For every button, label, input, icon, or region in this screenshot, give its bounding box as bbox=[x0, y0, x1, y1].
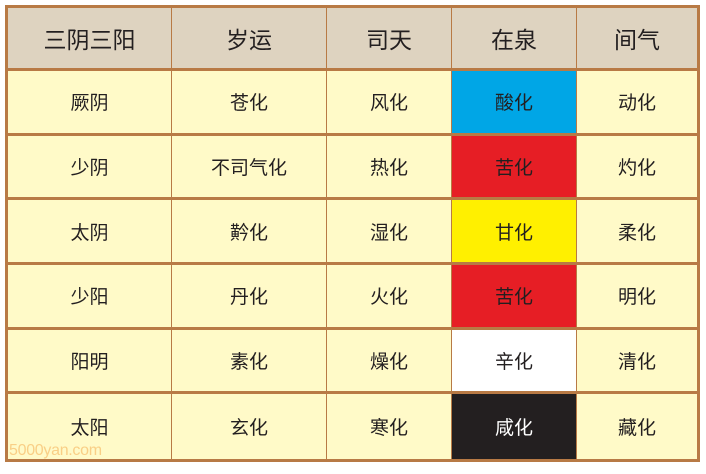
header-sitian: 司天 bbox=[327, 8, 452, 71]
cell-jianqi: 动化 bbox=[577, 71, 697, 136]
cell-zaiquan: 辛化 bbox=[452, 329, 577, 395]
cell-suiyun: 丹化 bbox=[172, 264, 327, 330]
cell-yinyang: 少阳 bbox=[8, 264, 172, 330]
header-jianqi: 间气 bbox=[577, 8, 697, 71]
cell-sitian: 湿化 bbox=[327, 200, 452, 265]
cell-yinyang: 阳明 bbox=[8, 329, 172, 395]
cell-jianqi: 灼化 bbox=[577, 135, 697, 201]
cell-zaiquan: 苦化 bbox=[452, 135, 577, 201]
header-suiyun: 岁运 bbox=[172, 8, 327, 71]
cell-sitian: 燥化 bbox=[327, 329, 452, 395]
cell-jianqi: 清化 bbox=[577, 329, 697, 395]
cell-zaiquan: 苦化 bbox=[452, 264, 577, 330]
cell-jianqi: 藏化 bbox=[577, 394, 697, 459]
cell-sitian: 风化 bbox=[327, 71, 452, 136]
cell-jianqi: 明化 bbox=[577, 264, 697, 330]
cell-sitian: 热化 bbox=[327, 135, 452, 201]
cell-yinyang: 太阳 bbox=[8, 394, 172, 459]
cell-zaiquan: 酸化 bbox=[452, 71, 577, 136]
cell-suiyun: 玄化 bbox=[172, 394, 327, 459]
header-yinyang: 三阴三阳 bbox=[8, 8, 172, 71]
header-zaiquan: 在泉 bbox=[452, 8, 577, 71]
cell-yinyang: 少阴 bbox=[8, 135, 172, 201]
cell-suiyun: 苍化 bbox=[172, 71, 327, 136]
five-movements-table: 三阴三阳 岁运 司天 在泉 间气厥阴 苍化 风化 酸化 动化少阴 不司气化 热化 苦化 灼化太阴 黅化 湿化… bbox=[5, 5, 700, 462]
cell-suiyun: 黅化 bbox=[172, 200, 327, 265]
cell-jianqi: 柔化 bbox=[577, 200, 697, 265]
watermark: 5000yan.com bbox=[9, 442, 102, 459]
cell-zaiquan: 咸化 bbox=[452, 394, 577, 459]
cell-sitian: 火化 bbox=[327, 264, 452, 330]
cell-suiyun: 素化 bbox=[172, 329, 327, 395]
cell-sitian: 寒化 bbox=[327, 394, 452, 459]
cell-suiyun: 不司气化 bbox=[172, 135, 327, 201]
cell-yinyang: 厥阴 bbox=[8, 71, 172, 136]
cell-zaiquan: 甘化 bbox=[452, 200, 577, 265]
cell-yinyang: 太阴 bbox=[8, 200, 172, 265]
